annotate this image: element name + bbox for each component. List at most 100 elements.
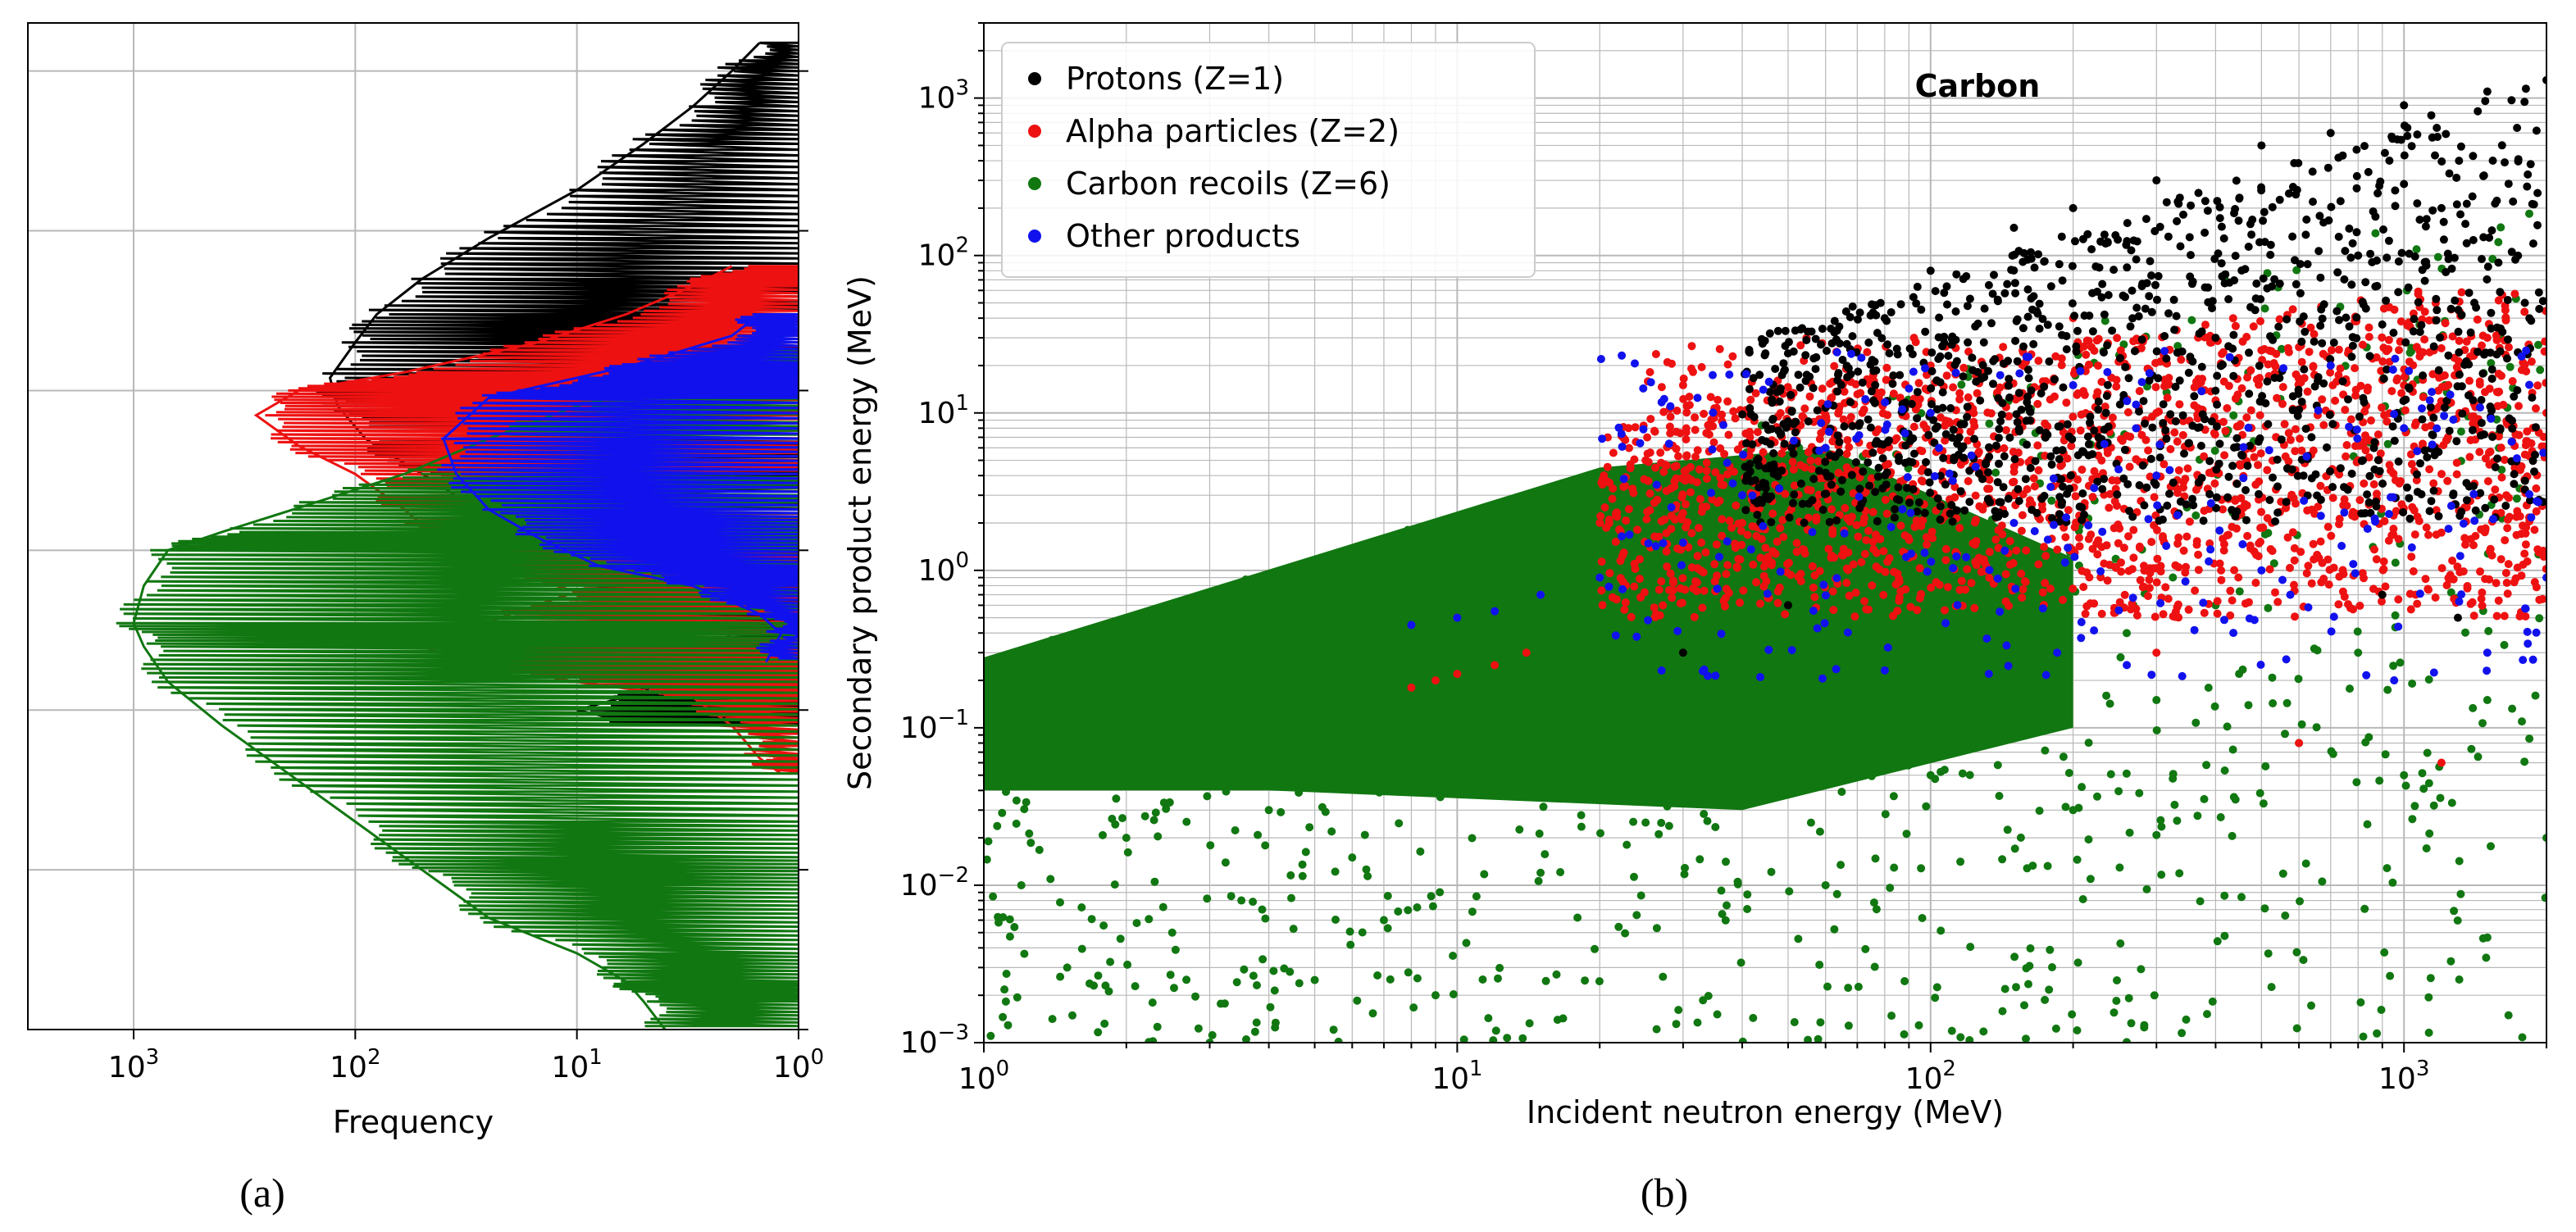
proton-point <box>2487 375 2496 383</box>
carbon-point <box>1094 1028 1103 1037</box>
carbon-point <box>2113 976 2121 984</box>
proton-point <box>2496 425 2505 434</box>
proton-point <box>2347 352 2356 361</box>
alpha-point <box>2476 567 2484 576</box>
carbon-point <box>1310 975 1319 984</box>
proton-point <box>2245 348 2253 357</box>
proton-point <box>1775 397 1784 406</box>
proton-point <box>2509 197 2518 206</box>
carbon-point <box>1572 506 1581 515</box>
proton-point <box>2187 201 2196 210</box>
alpha-point <box>2328 493 2337 502</box>
carbon-point <box>1884 759 1893 767</box>
proton-point <box>1963 412 1972 421</box>
proton-point <box>2023 393 2032 402</box>
alpha-point <box>2327 531 2336 540</box>
carbon-point <box>1194 1024 1203 1033</box>
carbon-point <box>1595 739 1604 748</box>
carbon-point <box>2170 800 2179 809</box>
alpha-point <box>2461 540 2469 549</box>
carbon-point <box>1431 587 1440 596</box>
alpha-point <box>2005 537 2014 546</box>
other-point <box>1666 402 1675 411</box>
alpha-point <box>2192 540 2201 549</box>
proton-point <box>2354 251 2363 260</box>
carbon-point <box>1769 751 1778 760</box>
carbon-point <box>1816 1018 1825 1027</box>
other-point <box>2469 489 2478 498</box>
carbon-point <box>1026 839 1035 848</box>
alpha-point <box>2310 330 2319 339</box>
proton-point <box>2138 461 2147 470</box>
proton-point <box>2090 426 2099 435</box>
carbon-point <box>2220 891 2229 900</box>
alpha-point <box>2114 539 2123 548</box>
proton-point <box>2097 293 2106 302</box>
other-point <box>1763 589 1772 598</box>
carbon-point <box>1377 771 1386 780</box>
proton-point <box>2017 405 2026 414</box>
carbon-point <box>1002 788 1010 796</box>
alpha-point <box>2542 379 2546 388</box>
carbon-point <box>2386 971 2395 980</box>
proton-point <box>1894 483 1903 492</box>
proton-point <box>2113 490 2122 499</box>
proton-point <box>2461 220 2470 229</box>
alpha-point <box>1678 574 1687 583</box>
carbon-point <box>2504 1011 2513 1020</box>
proton-point <box>1895 452 1903 461</box>
x-tick-label: 102 <box>1905 1057 1956 1096</box>
proton-point <box>2324 216 2333 225</box>
other-point <box>2390 676 2399 684</box>
alpha-point <box>1828 587 1837 596</box>
other-point <box>2449 416 2458 424</box>
proton-point <box>1952 357 1961 366</box>
carbon-point <box>1375 788 1384 797</box>
other-point <box>2077 618 2086 626</box>
carbon-point <box>1596 829 1604 838</box>
carbon-point <box>2301 859 2310 868</box>
proton-point <box>2533 220 2542 230</box>
proton-point <box>1868 308 1877 317</box>
alpha-point <box>2084 336 2093 345</box>
carbon-point <box>1192 639 1200 648</box>
other-point <box>2457 590 2466 599</box>
alpha-point <box>2053 545 2062 554</box>
proton-point <box>1873 517 1882 525</box>
carbon-point <box>1615 764 1624 773</box>
carbon-point <box>2260 904 2269 913</box>
proton-point <box>2055 422 2064 431</box>
carbon-point <box>1295 789 1304 797</box>
alpha-point <box>2422 523 2431 532</box>
proton-point <box>2251 306 2260 315</box>
alpha-point <box>1896 587 1905 596</box>
alpha-point <box>1822 412 1831 421</box>
y-tick-label: 103 <box>918 76 969 116</box>
proton-point <box>2218 272 2227 281</box>
carbon-point <box>1100 1019 1109 1028</box>
proton-point <box>1790 490 1799 499</box>
alpha-point <box>2303 387 2312 396</box>
proton-point <box>2403 131 2412 140</box>
proton-point <box>2360 142 2369 151</box>
proton-point <box>1997 410 2006 419</box>
carbon-point <box>2093 792 2101 801</box>
carbon-point <box>1409 539 1418 547</box>
carbon-point <box>1995 792 2004 800</box>
alpha-point <box>2256 524 2265 532</box>
proton-point <box>1855 421 1864 430</box>
carbon-point <box>2216 813 2225 821</box>
proton-point <box>2257 141 2266 150</box>
alpha-point <box>1761 543 1770 552</box>
carbon-point <box>1545 771 1554 780</box>
alpha-point <box>1631 565 1640 573</box>
other-point <box>2103 368 2112 376</box>
carbon-point <box>1591 656 1600 665</box>
proton-point <box>2008 251 2017 260</box>
proton-point <box>2139 397 2148 406</box>
alpha-point <box>1663 562 1672 571</box>
legend-label-protons: Protons (Z=1) <box>1066 61 1284 97</box>
proton-point <box>2361 304 2370 313</box>
proton-point <box>1802 336 1811 344</box>
alpha-point <box>2372 555 2381 564</box>
